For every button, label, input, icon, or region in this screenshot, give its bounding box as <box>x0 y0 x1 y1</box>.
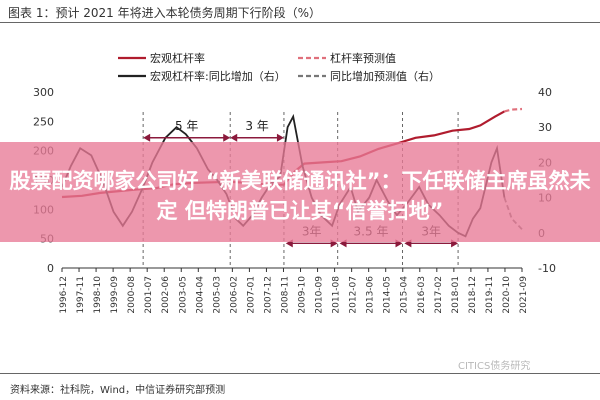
x-tick-label: 2020-10 <box>502 276 512 314</box>
x-tick-label: 2016-03 <box>417 276 427 314</box>
x-tick-label: 2002-06 <box>161 276 171 314</box>
x-tick-label: 2021-09 <box>519 276 529 314</box>
x-tick-label: 2019-11 <box>485 276 495 314</box>
x-tick-label: 2006-02 <box>229 276 239 314</box>
x-tick-label: 2007-12 <box>263 276 273 314</box>
x-tick-label: 2011-08 <box>332 276 342 314</box>
top-rule <box>0 22 600 23</box>
x-tick-label: 2009-10 <box>298 276 308 314</box>
x-tick-label: 1999-09 <box>110 276 120 314</box>
x-tick-label: 2001-07 <box>144 276 154 314</box>
x-tick-label: 2018-01 <box>451 276 461 314</box>
legend-label: 宏观杠杆率:同比增加（右） <box>150 69 286 83</box>
annotation-arrow-head-right <box>276 133 284 142</box>
x-tick-label: 2007-01 <box>246 276 256 314</box>
x-tick-label: 2010-09 <box>315 276 325 314</box>
y-right-tick-label: 30 <box>538 121 552 134</box>
annotation-arrow-head-right <box>223 133 231 142</box>
x-tick-label: 2014-05 <box>383 276 393 314</box>
x-tick-label: 2004-04 <box>195 276 205 314</box>
x-tick-label: 2005-03 <box>212 276 222 314</box>
annotation-arrow-head-left <box>143 133 151 142</box>
bottom-rule <box>0 373 600 374</box>
annotation-arrow-head-left <box>230 133 238 142</box>
x-tick-label: 2003-05 <box>178 276 188 314</box>
x-tick-label: 2000-08 <box>127 276 137 314</box>
x-tick-label: 2008-11 <box>280 276 290 314</box>
y-right-tick-label: -10 <box>538 262 556 275</box>
legend-label: 宏观杠杆率 <box>150 51 205 65</box>
series-line-1 <box>504 107 523 113</box>
overlay-banner <box>0 142 600 242</box>
source-note: 资料来源：社科院，Wind，中信证券研究部预测 <box>10 385 226 396</box>
y-right-tick-label: 40 <box>538 86 552 99</box>
figure-title: 图表 1：预计 2021 年将进入本轮债务周期下行阶段（%） <box>8 6 322 20</box>
y-left-tick-label: 0 <box>47 262 54 275</box>
x-tick-label: 1996-12 <box>59 276 69 314</box>
x-tick-label: 2018-12 <box>468 276 478 314</box>
x-tick-label: 2012-07 <box>349 276 359 314</box>
x-tick-label: 2015-04 <box>400 276 410 314</box>
overlay-banner-text: 股票配资哪家公司好 “新美联储通讯社”：下任联储主席虽然未定 但特朗普已让其“信… <box>9 169 591 223</box>
x-tick-label: 1997-11 <box>76 276 86 314</box>
legend-label: 杠杆率预测值 <box>330 51 396 65</box>
x-tick-label: 2017-02 <box>434 276 444 314</box>
annotation-label: 3 年 <box>245 119 268 133</box>
watermark-text: CITICS债务研究 <box>458 361 531 372</box>
x-tick-label: 1998-10 <box>93 276 103 314</box>
y-left-tick-label: 300 <box>33 86 54 99</box>
x-tick-label: 2013-06 <box>366 276 376 314</box>
annotation-label: 5 年 <box>175 119 198 133</box>
legend-label: 同比增加预测值（右） <box>330 69 440 83</box>
y-left-tick-label: 250 <box>33 115 54 128</box>
